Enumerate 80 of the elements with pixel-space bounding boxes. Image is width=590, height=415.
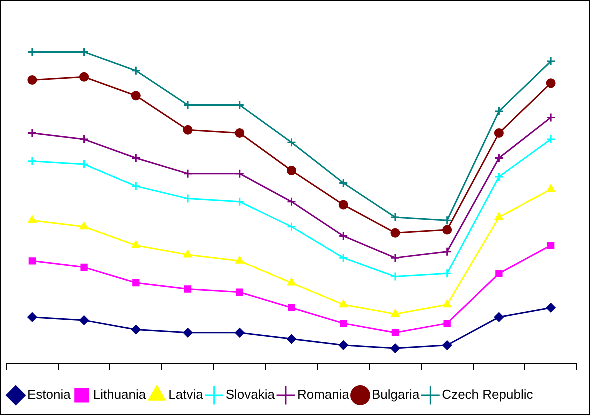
point	[80, 264, 88, 271]
legend-label: Estonia	[28, 387, 72, 402]
point	[340, 320, 348, 328]
point	[236, 256, 244, 264]
point	[131, 325, 141, 335]
point	[390, 253, 400, 263]
point	[131, 182, 141, 192]
point	[80, 134, 90, 144]
point	[496, 270, 503, 278]
point	[390, 344, 400, 354]
point	[546, 184, 556, 192]
point	[546, 56, 556, 66]
point	[443, 300, 452, 308]
point	[132, 240, 140, 248]
point	[391, 309, 400, 317]
point	[80, 160, 90, 170]
point	[287, 222, 296, 232]
point	[131, 153, 141, 163]
point	[235, 128, 245, 138]
point	[235, 169, 245, 179]
point	[338, 178, 348, 188]
legend-label: Romania	[297, 387, 350, 402]
point	[442, 268, 452, 278]
point	[287, 138, 296, 148]
legend-label: Latvia	[168, 387, 204, 402]
point	[546, 78, 556, 88]
point	[442, 247, 452, 257]
point	[235, 328, 245, 338]
point	[183, 169, 193, 179]
point	[390, 212, 400, 222]
point	[494, 312, 504, 322]
point	[28, 312, 38, 322]
point	[442, 225, 452, 235]
point	[494, 172, 504, 182]
point	[80, 72, 90, 82]
point	[494, 212, 504, 220]
point	[546, 134, 556, 144]
point	[390, 272, 400, 282]
point	[235, 197, 245, 207]
point	[288, 278, 296, 286]
point	[183, 328, 193, 338]
point	[28, 156, 38, 166]
point	[288, 304, 296, 312]
point	[494, 106, 504, 116]
point	[494, 128, 504, 138]
point	[287, 334, 296, 344]
legend-label: Bulgaria	[372, 387, 420, 402]
point	[28, 76, 38, 86]
point	[546, 112, 556, 122]
point	[442, 216, 452, 226]
point	[338, 253, 348, 263]
point	[131, 91, 141, 101]
point	[392, 329, 400, 337]
point	[444, 320, 451, 328]
point	[28, 258, 36, 265]
point	[338, 340, 348, 350]
legend-label: Slovakia	[226, 387, 276, 402]
point	[338, 200, 348, 210]
point	[287, 166, 296, 176]
point	[184, 286, 192, 293]
point	[184, 250, 192, 258]
point	[338, 231, 348, 241]
point	[236, 288, 244, 296]
point	[80, 222, 89, 230]
legend-label: Lithuania	[93, 387, 147, 402]
point	[287, 197, 296, 207]
point	[547, 242, 555, 250]
point	[131, 66, 141, 76]
point	[132, 279, 140, 287]
point	[494, 153, 504, 163]
point	[546, 303, 556, 313]
point	[28, 128, 38, 138]
point	[183, 194, 193, 204]
point	[28, 216, 37, 224]
point	[339, 300, 348, 308]
point	[390, 228, 400, 238]
legend-label: Czech Republic	[442, 387, 534, 402]
point	[80, 316, 90, 326]
point	[442, 340, 452, 350]
point	[183, 125, 193, 135]
